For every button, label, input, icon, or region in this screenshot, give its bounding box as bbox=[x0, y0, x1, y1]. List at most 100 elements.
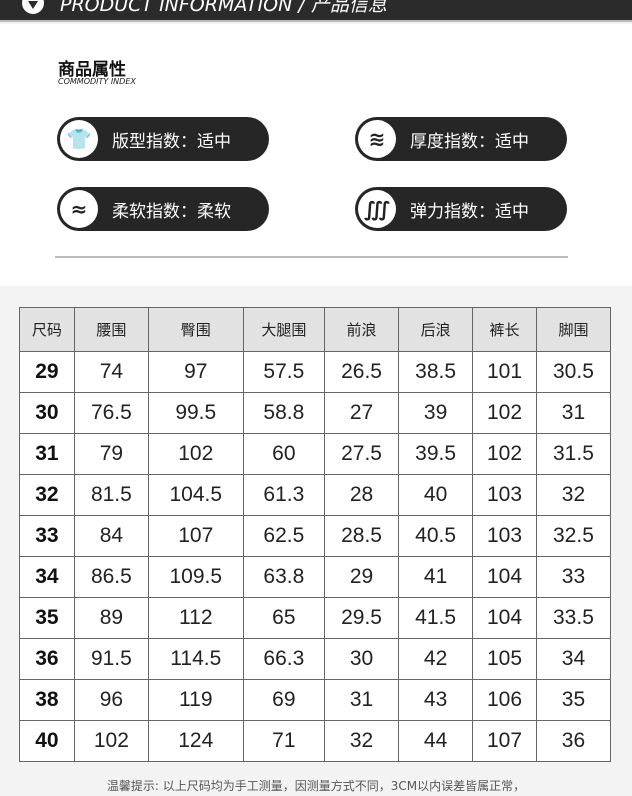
attribute-label: 厚度指数：适中 bbox=[410, 131, 529, 152]
measurement-cell: 114.5 bbox=[147, 638, 244, 680]
measurement-cell: 42 bbox=[398, 638, 474, 680]
measurement-cell: 30 bbox=[324, 638, 400, 680]
measurement-cell: 32.5 bbox=[535, 515, 612, 557]
measurement-cell: 31.5 bbox=[535, 433, 612, 475]
column-header: 脚围 bbox=[535, 307, 612, 352]
measurement-cell: 35 bbox=[535, 679, 612, 721]
measurement-cell: 38.5 bbox=[398, 351, 474, 393]
size-cell: 31 bbox=[19, 433, 75, 475]
section-subtitle: COMMODITY INDEX bbox=[58, 77, 136, 86]
measurement-cell: 31 bbox=[324, 679, 400, 721]
measurement-cell: 34 bbox=[535, 638, 612, 680]
measurement-cell: 74 bbox=[73, 351, 149, 393]
measurement-cell: 96 bbox=[73, 679, 149, 721]
measurement-cell: 58.8 bbox=[242, 392, 326, 434]
measurement-cell: 40.5 bbox=[398, 515, 474, 557]
measurement-note: 温馨提示: 以上尺码均为手工测量，因测量方式不同，3CM以内误差皆属正常， bbox=[106, 779, 526, 793]
size-cell: 40 bbox=[19, 720, 75, 762]
header-bar: PRODUCT INFORMATION / 产品信息 bbox=[0, 0, 632, 22]
table-row: 30 76.5 99.5 58.8 27 39 102 31 bbox=[19, 392, 612, 434]
column-header: 前浪 bbox=[324, 307, 400, 352]
attribute-fit: 👕 版型指数：适中 bbox=[57, 117, 269, 161]
measurement-cell: 124 bbox=[147, 720, 244, 762]
measurement-cell: 107 bbox=[147, 515, 244, 557]
attribute-softness: ≈ 柔软指数：柔软 bbox=[57, 187, 269, 231]
stretch-icon: ∭ bbox=[358, 190, 396, 228]
measurement-cell: 39 bbox=[398, 392, 474, 434]
measurement-cell: 66.3 bbox=[242, 638, 326, 680]
measurement-cell: 99.5 bbox=[147, 392, 244, 434]
measurement-cell: 40 bbox=[398, 474, 474, 516]
column-header: 后浪 bbox=[398, 307, 474, 352]
size-cell: 36 bbox=[19, 638, 75, 680]
measurement-cell: 61.3 bbox=[242, 474, 326, 516]
measurement-cell: 102 bbox=[147, 433, 244, 475]
table-row: 29 74 97 57.5 26.5 38.5 101 30.5 bbox=[19, 351, 612, 393]
measurement-cell: 29.5 bbox=[324, 597, 400, 639]
size-cell: 35 bbox=[19, 597, 75, 639]
measurement-cell: 33 bbox=[535, 556, 612, 598]
size-cell: 32 bbox=[19, 474, 75, 516]
measurement-cell: 86.5 bbox=[73, 556, 149, 598]
tshirt-icon: 👕 bbox=[60, 120, 98, 158]
measurement-cell: 91.5 bbox=[73, 638, 149, 680]
measurement-cell: 41.5 bbox=[398, 597, 474, 639]
size-cell: 38 bbox=[19, 679, 75, 721]
measurement-cell: 102 bbox=[73, 720, 149, 762]
measurement-cell: 30.5 bbox=[535, 351, 612, 393]
measurement-cell: 28 bbox=[324, 474, 400, 516]
measurement-cell: 79 bbox=[73, 433, 149, 475]
soft-feather-icon: ≈ bbox=[60, 190, 98, 228]
measurement-cell: 89 bbox=[73, 597, 149, 639]
measurement-cell: 63.8 bbox=[242, 556, 326, 598]
measurement-cell: 32 bbox=[535, 474, 612, 516]
attribute-label: 版型指数：适中 bbox=[112, 131, 231, 152]
table-row: 35 89 112 65 29.5 41.5 104 33.5 bbox=[19, 597, 612, 639]
measurement-cell: 76.5 bbox=[73, 392, 149, 434]
measurement-cell: 28.5 bbox=[324, 515, 400, 557]
attribute-thickness: ≋ 厚度指数：适中 bbox=[355, 117, 567, 161]
measurement-cell: 69 bbox=[242, 679, 326, 721]
column-header: 大腿围 bbox=[242, 307, 326, 352]
measurement-cell: 65 bbox=[242, 597, 326, 639]
table-row: 31 79 102 60 27.5 39.5 102 31.5 bbox=[19, 433, 612, 475]
measurement-cell: 71 bbox=[242, 720, 326, 762]
measurement-cell: 105 bbox=[472, 638, 537, 680]
table-row: 34 86.5 109.5 63.8 29 41 104 33 bbox=[19, 556, 612, 598]
attribute-label: 柔软指数：柔软 bbox=[112, 201, 231, 222]
measurement-cell: 26.5 bbox=[324, 351, 400, 393]
table-header-row: 尺码 腰围 臀围 大腿围 前浪 后浪 裤长 脚围 bbox=[19, 307, 612, 352]
measurement-cell: 41 bbox=[398, 556, 474, 598]
measurement-cell: 104.5 bbox=[147, 474, 244, 516]
size-cell: 29 bbox=[19, 351, 75, 393]
measurement-cell: 104 bbox=[472, 597, 537, 639]
size-cell: 30 bbox=[19, 392, 75, 434]
measurement-cell: 27 bbox=[324, 392, 400, 434]
measurement-cell: 43 bbox=[398, 679, 474, 721]
table-row: 32 81.5 104.5 61.3 28 40 103 32 bbox=[19, 474, 612, 516]
measurement-cell: 106 bbox=[472, 679, 537, 721]
measurement-cell: 81.5 bbox=[73, 474, 149, 516]
table-row: 38 96 119 69 31 43 106 35 bbox=[19, 679, 612, 721]
column-header: 腰围 bbox=[73, 307, 149, 352]
column-header: 尺码 bbox=[19, 307, 75, 352]
measurement-cell: 104 bbox=[472, 556, 537, 598]
column-header: 臀围 bbox=[147, 307, 244, 352]
measurement-cell: 103 bbox=[472, 515, 537, 557]
measurement-cell: 57.5 bbox=[242, 351, 326, 393]
header-title: PRODUCT INFORMATION / 产品信息 bbox=[60, 0, 387, 16]
measurement-cell: 32 bbox=[324, 720, 400, 762]
measurement-cell: 36 bbox=[535, 720, 612, 762]
measurement-cell: 103 bbox=[472, 474, 537, 516]
size-cell: 33 bbox=[19, 515, 75, 557]
table-row: 36 91.5 114.5 66.3 30 42 105 34 bbox=[19, 638, 612, 680]
measurement-cell: 102 bbox=[472, 392, 537, 434]
table-row: 33 84 107 62.5 28.5 40.5 103 32.5 bbox=[19, 515, 612, 557]
measurement-cell: 119 bbox=[147, 679, 244, 721]
measurement-cell: 39.5 bbox=[398, 433, 474, 475]
divider bbox=[55, 256, 568, 258]
column-header: 裤长 bbox=[472, 307, 537, 352]
attribute-stretch: ∭ 弹力指数：适中 bbox=[355, 187, 567, 231]
measurement-cell: 102 bbox=[472, 433, 537, 475]
measurement-cell: 60 bbox=[242, 433, 326, 475]
